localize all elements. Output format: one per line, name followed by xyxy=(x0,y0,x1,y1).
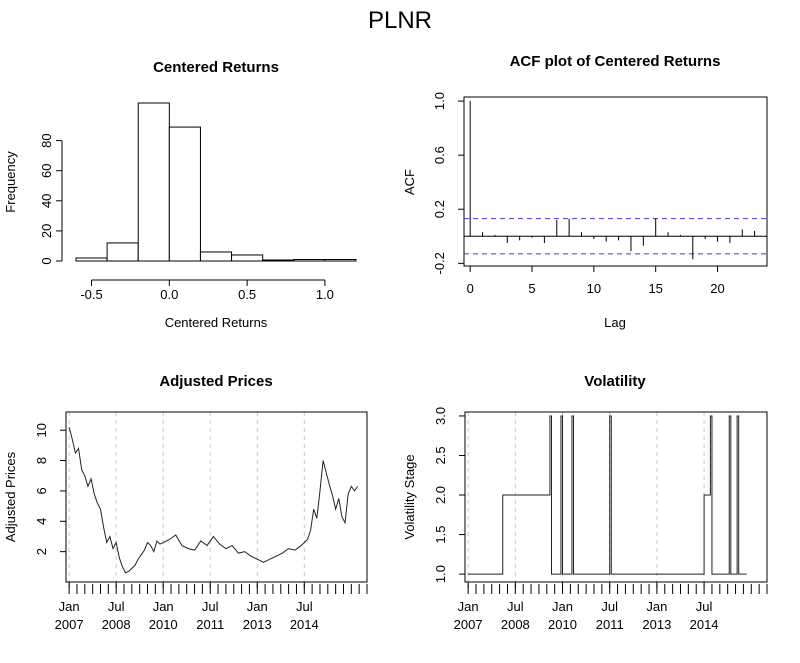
acf-x-tick-label: 10 xyxy=(587,281,601,296)
acf-y-tick-label: -0.2 xyxy=(432,252,447,274)
histogram-bar xyxy=(75,257,108,262)
adjusted-prices-x-tick-month: Jan xyxy=(153,599,174,614)
volatility-y-tick-label: 3.0 xyxy=(433,407,448,425)
volatility-x-tick-month: Jan xyxy=(552,599,573,614)
adjusted-prices-y-tick-label: 8 xyxy=(34,457,49,464)
histogram-title: Centered Returns xyxy=(153,59,279,76)
acf-panel: ACF plot of Centered Returns Lag ACF 0 5 1… xyxy=(402,53,768,330)
histogram-bar xyxy=(106,242,139,262)
acf-x-tick-label: 15 xyxy=(648,281,662,296)
adjusted-prices-x-tick-year: 2013 xyxy=(243,617,272,632)
histogram-x-tick-label: -0.5 xyxy=(80,287,102,302)
histogram-y-tick-label: 0 xyxy=(39,257,54,264)
adjusted-prices-title: Adjusted Prices xyxy=(159,373,272,390)
adjusted-prices-x-tick-month: Jul xyxy=(108,599,125,614)
adjusted-prices-x-tick-month: Jul xyxy=(202,599,219,614)
volatility-y-tick-label: 2.0 xyxy=(433,486,448,504)
histogram-bar xyxy=(168,126,201,262)
adjusted-prices-x-tick-year: 2014 xyxy=(290,617,319,632)
acf-xlabel: Lag xyxy=(604,315,626,330)
adjusted-prices-x-tick-year: 2007 xyxy=(55,617,84,632)
volatility-x-tick-year: 2007 xyxy=(454,617,483,632)
histogram-bar xyxy=(231,254,264,262)
volatility-x-tick-month: Jan xyxy=(458,599,479,614)
figure-title: PLNR xyxy=(368,7,432,34)
volatility-y-tick-label: 2.5 xyxy=(433,446,448,464)
adjusted-prices-x-tick-month: Jan xyxy=(59,599,80,614)
volatility-ylabel: Volatility Stage xyxy=(402,454,417,539)
volatility-x-tick-year: 2011 xyxy=(596,617,624,632)
adjusted-prices-y-tick-label: 4 xyxy=(34,518,49,525)
histogram-panel: Centered Returns Centered Returns Freque… xyxy=(3,59,357,330)
adjusted-prices-y-tick-label: 2 xyxy=(34,548,49,555)
volatility-x-tick-month: Jul xyxy=(601,599,618,614)
adjusted-prices-panel: Adjusted Prices Adjusted Prices Jan 2007 J… xyxy=(3,373,368,632)
volatility-x-tick-year: 2010 xyxy=(548,617,577,632)
histogram-xlabel: Centered Returns xyxy=(165,315,268,330)
adjusted-prices-ylabel: Adjusted Prices xyxy=(3,451,18,542)
volatility-x-tick-year: 2014 xyxy=(690,617,719,632)
histogram-bar xyxy=(293,258,326,262)
histogram-y-tick-label: 80 xyxy=(39,133,54,147)
acf-x-tick-label: 20 xyxy=(710,281,724,296)
histogram-x-tick-label: 0.5 xyxy=(238,287,256,302)
adjusted-prices-series-line xyxy=(68,427,359,574)
volatility-x-tick-month: Jul xyxy=(696,599,713,614)
volatility-x-tick-year: 2008 xyxy=(501,617,530,632)
histogram-y-tick-label: 60 xyxy=(39,163,54,177)
adjusted-prices-y-tick-label: 10 xyxy=(34,423,49,437)
volatility-panel: Volatility Volatility Stage Jan 2007 Jul 20… xyxy=(402,373,768,632)
adjusted-prices-x-tick-year: 2011 xyxy=(196,617,224,632)
volatility-x-tick-month: Jul xyxy=(507,599,524,614)
acf-x-tick-label: 5 xyxy=(528,281,535,296)
adjusted-prices-plot-frame xyxy=(65,411,368,583)
adjusted-prices-x-tick-month: Jul xyxy=(296,599,313,614)
acf-plot-frame xyxy=(463,96,768,267)
adjusted-prices-x-tick-year: 2008 xyxy=(102,617,131,632)
volatility-y-tick-label: 1.5 xyxy=(433,526,448,544)
acf-title: ACF plot of Centered Returns xyxy=(510,53,721,70)
volatility-x-tick-year: 2013 xyxy=(642,617,671,632)
acf-x-tick-label: 0 xyxy=(467,281,474,296)
volatility-y-tick-label: 1.0 xyxy=(433,565,448,583)
histogram-bar xyxy=(199,251,233,262)
volatility-x-tick-month: Jan xyxy=(646,599,667,614)
acf-y-tick-label: 1.0 xyxy=(432,92,447,110)
volatility-series-line xyxy=(468,415,747,575)
histogram-bar xyxy=(262,259,295,262)
acf-y-tick-label: 0.6 xyxy=(432,146,447,164)
acf-y-tick-label: 0.2 xyxy=(432,200,447,218)
histogram-bar xyxy=(137,102,170,262)
adjusted-prices-x-tick-month: Jan xyxy=(247,599,268,614)
histogram-bar xyxy=(324,258,357,262)
histogram-x-tick-label: 1.0 xyxy=(316,287,334,302)
acf-ylabel: ACF xyxy=(402,169,417,195)
volatility-plot-frame xyxy=(464,411,768,583)
histogram-y-tick-label: 20 xyxy=(39,224,54,238)
adjusted-prices-y-tick-label: 6 xyxy=(34,487,49,494)
volatility-title: Volatility xyxy=(584,373,646,390)
histogram-ylabel: Frequency xyxy=(3,151,18,213)
histogram-x-tick-label: 0.0 xyxy=(160,287,178,302)
histogram-y-tick-label: 40 xyxy=(39,194,54,208)
adjusted-prices-x-tick-year: 2010 xyxy=(149,617,178,632)
